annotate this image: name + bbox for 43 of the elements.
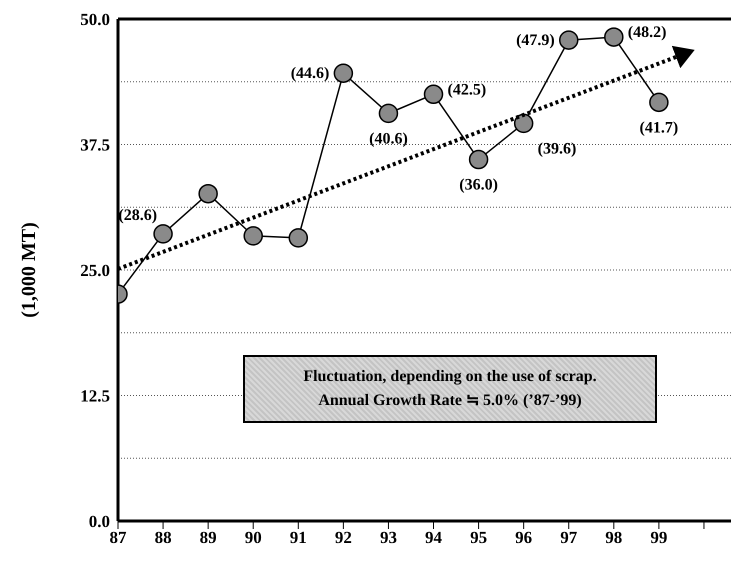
point	[424, 84, 444, 104]
annotation: Fluctuation, depending on the use of scrap.	[302, 367, 598, 387]
point	[514, 114, 534, 134]
data-label: (48.2)	[628, 24, 666, 42]
point	[198, 184, 218, 204]
data-label: (40.6)	[369, 130, 408, 148]
point	[604, 27, 624, 47]
y-tick-label: 25.0	[80, 261, 110, 280]
point	[378, 104, 398, 124]
point	[334, 63, 354, 83]
data-label: (41.7)	[640, 119, 678, 136]
data-label: (44.6)	[290, 65, 330, 82]
y-tick-label: 37.5	[80, 136, 110, 155]
y-axis-title: (1,000 MT)	[18, 222, 40, 318]
x-tick-label: 91	[290, 528, 307, 548]
data-label: (36.0)	[459, 176, 498, 194]
x-tick-label: 90	[244, 528, 262, 548]
x-tick-label: 88	[154, 528, 172, 548]
x-tick-label: 92	[334, 528, 352, 548]
data-label: (39.6)	[538, 140, 576, 158]
x-tick-label: 97	[560, 528, 578, 548]
y-tick-label: 0.0	[88, 512, 110, 532]
point	[288, 228, 308, 248]
x-tick-label: 99	[650, 528, 668, 548]
y-tick-label: 50.0	[80, 10, 110, 30]
point	[468, 150, 488, 170]
point	[153, 224, 173, 244]
y-tick-label: 12.5	[80, 386, 110, 406]
x-tick-label: 94	[425, 528, 443, 548]
x-tick-label: 98	[605, 528, 622, 548]
x-tick-label: 96	[515, 528, 532, 548]
point	[558, 30, 578, 50]
x-tick-label: 93	[380, 528, 397, 548]
data-label: (28.6)	[118, 206, 158, 224]
point	[649, 92, 669, 112]
x-tick-label: 95	[470, 528, 488, 548]
x-tick-label: 89	[200, 528, 217, 548]
annotation: Annual Growth Rate ≒ 5.0% (’87-’99)	[317, 391, 583, 411]
data-label: (42.5)	[448, 81, 486, 98]
point	[243, 226, 263, 246]
data-label: (47.9)	[516, 32, 555, 50]
text-box: Fluctuation, depending on the use of scrap. Annual Growth Rate ≒ 5.0% (’87-’99)	[243, 355, 657, 423]
x-tick-label: 87	[110, 528, 127, 548]
